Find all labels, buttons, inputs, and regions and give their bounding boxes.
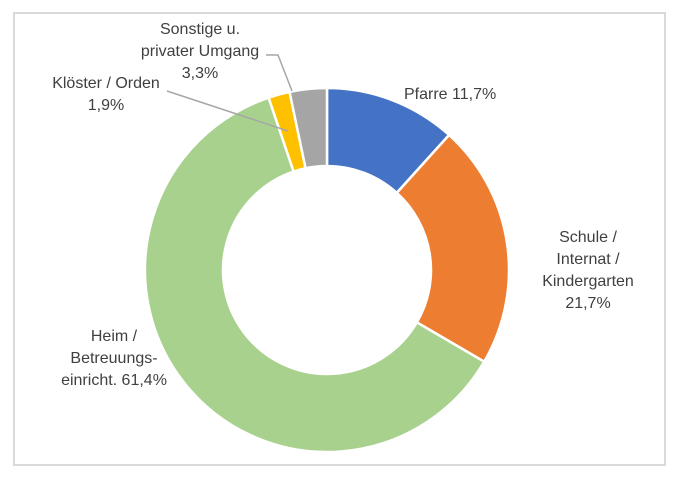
leader-line-kloester — [166, 90, 289, 132]
label-sonstige: Sonstige u. privater Umgang 3,3% — [140, 21, 260, 82]
donut-slice-schule-internat-kindergarten — [394, 133, 511, 364]
label-heim: Heim / Betreuungs- einricht. 61,4% — [61, 328, 167, 389]
donut-slices-group — [143, 86, 511, 454]
label-schule: Schule / Internat / Kindergarten 21,7% — [542, 229, 634, 312]
donut-slice-heim-betreuungseinricht — [143, 96, 486, 454]
label-pfarre: Pfarre 11,7% — [404, 86, 497, 103]
leader-line-sonstige — [266, 54, 293, 92]
donut-slice-sonstige-u-privater-umgang — [288, 86, 329, 170]
label-kloester: Klöster / Orden 1,9% — [52, 75, 160, 114]
